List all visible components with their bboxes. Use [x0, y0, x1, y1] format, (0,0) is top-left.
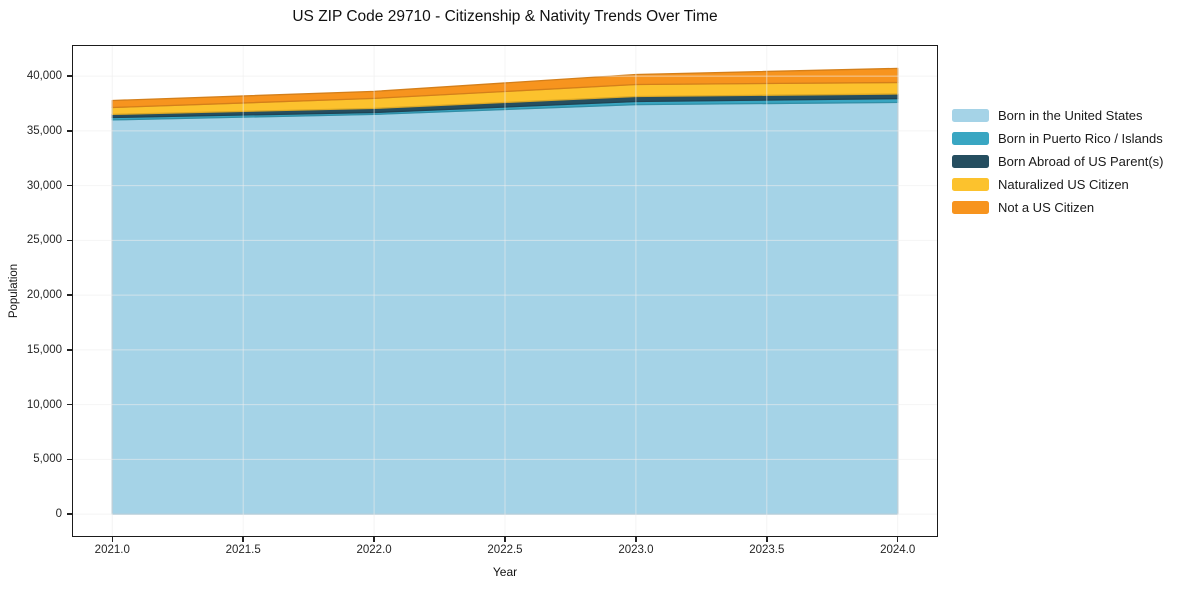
- legend-swatch: [952, 178, 989, 191]
- y-tick-label: 30,000: [26, 179, 62, 192]
- y-tick-mark: [67, 513, 72, 515]
- legend-label: Naturalized US Citizen: [998, 177, 1129, 192]
- x-tick-mark: [635, 537, 637, 542]
- x-tick-label: 2023.5: [749, 544, 785, 556]
- legend-swatch: [952, 109, 989, 122]
- chart-title: US ZIP Code 29710 - Citizenship & Nativi…: [292, 8, 718, 25]
- legend-label: Born Abroad of US Parent(s): [998, 154, 1164, 169]
- legend-item: Naturalized US Citizen: [952, 173, 1163, 196]
- legend-swatch: [952, 201, 989, 214]
- legend-label: Born in Puerto Rico / Islands: [998, 131, 1163, 146]
- y-tick-mark: [67, 294, 72, 296]
- y-tick-mark: [67, 75, 72, 77]
- legend-item: Born in Puerto Rico / Islands: [952, 127, 1163, 150]
- y-tick-label: 40,000: [26, 70, 62, 83]
- legend-swatch: [952, 155, 989, 168]
- x-tick-label: 2021.5: [225, 544, 261, 556]
- legend-label: Born in the United States: [998, 108, 1143, 123]
- x-tick-label: 2021.0: [94, 544, 130, 556]
- y-tick-label: 0: [55, 508, 62, 521]
- x-axis-label: Year: [492, 565, 518, 579]
- plot-area: [72, 45, 938, 537]
- x-tick-mark: [242, 537, 244, 542]
- x-tick-label: 2024.0: [880, 544, 916, 556]
- x-tick-mark: [504, 537, 506, 542]
- x-tick-label: 2023.0: [618, 544, 654, 556]
- legend-item: Born Abroad of US Parent(s): [952, 150, 1163, 173]
- y-tick-mark: [67, 130, 72, 132]
- y-tick-label: 20,000: [26, 289, 62, 302]
- legend-label: Not a US Citizen: [998, 200, 1095, 215]
- legend: Born in the United States Born in Puerto …: [952, 104, 1163, 219]
- y-tick-mark: [67, 349, 72, 351]
- y-tick-label: 25,000: [26, 234, 62, 247]
- y-tick-mark: [67, 239, 72, 242]
- x-tick-label: 2022.5: [487, 544, 523, 556]
- x-tick-mark: [111, 537, 113, 542]
- legend-item: Born in the United States: [952, 104, 1163, 127]
- x-tick-mark: [897, 537, 899, 542]
- x-tick-label: 2022.0: [356, 544, 392, 556]
- y-tick-label: 35,000: [26, 124, 62, 137]
- stacked-area-chart: [73, 46, 937, 536]
- y-tick-mark: [67, 184, 72, 187]
- x-tick-mark: [766, 537, 768, 542]
- y-tick-label: 15,000: [26, 343, 62, 356]
- legend-swatch: [952, 132, 989, 145]
- legend-item: Not a US Citizen: [952, 196, 1163, 219]
- y-tick-label: 10,000: [26, 398, 62, 411]
- y-tick-mark: [67, 403, 72, 406]
- x-tick-mark: [373, 537, 375, 542]
- y-tick-mark: [67, 458, 72, 461]
- y-tick-label: 5,000: [33, 453, 62, 466]
